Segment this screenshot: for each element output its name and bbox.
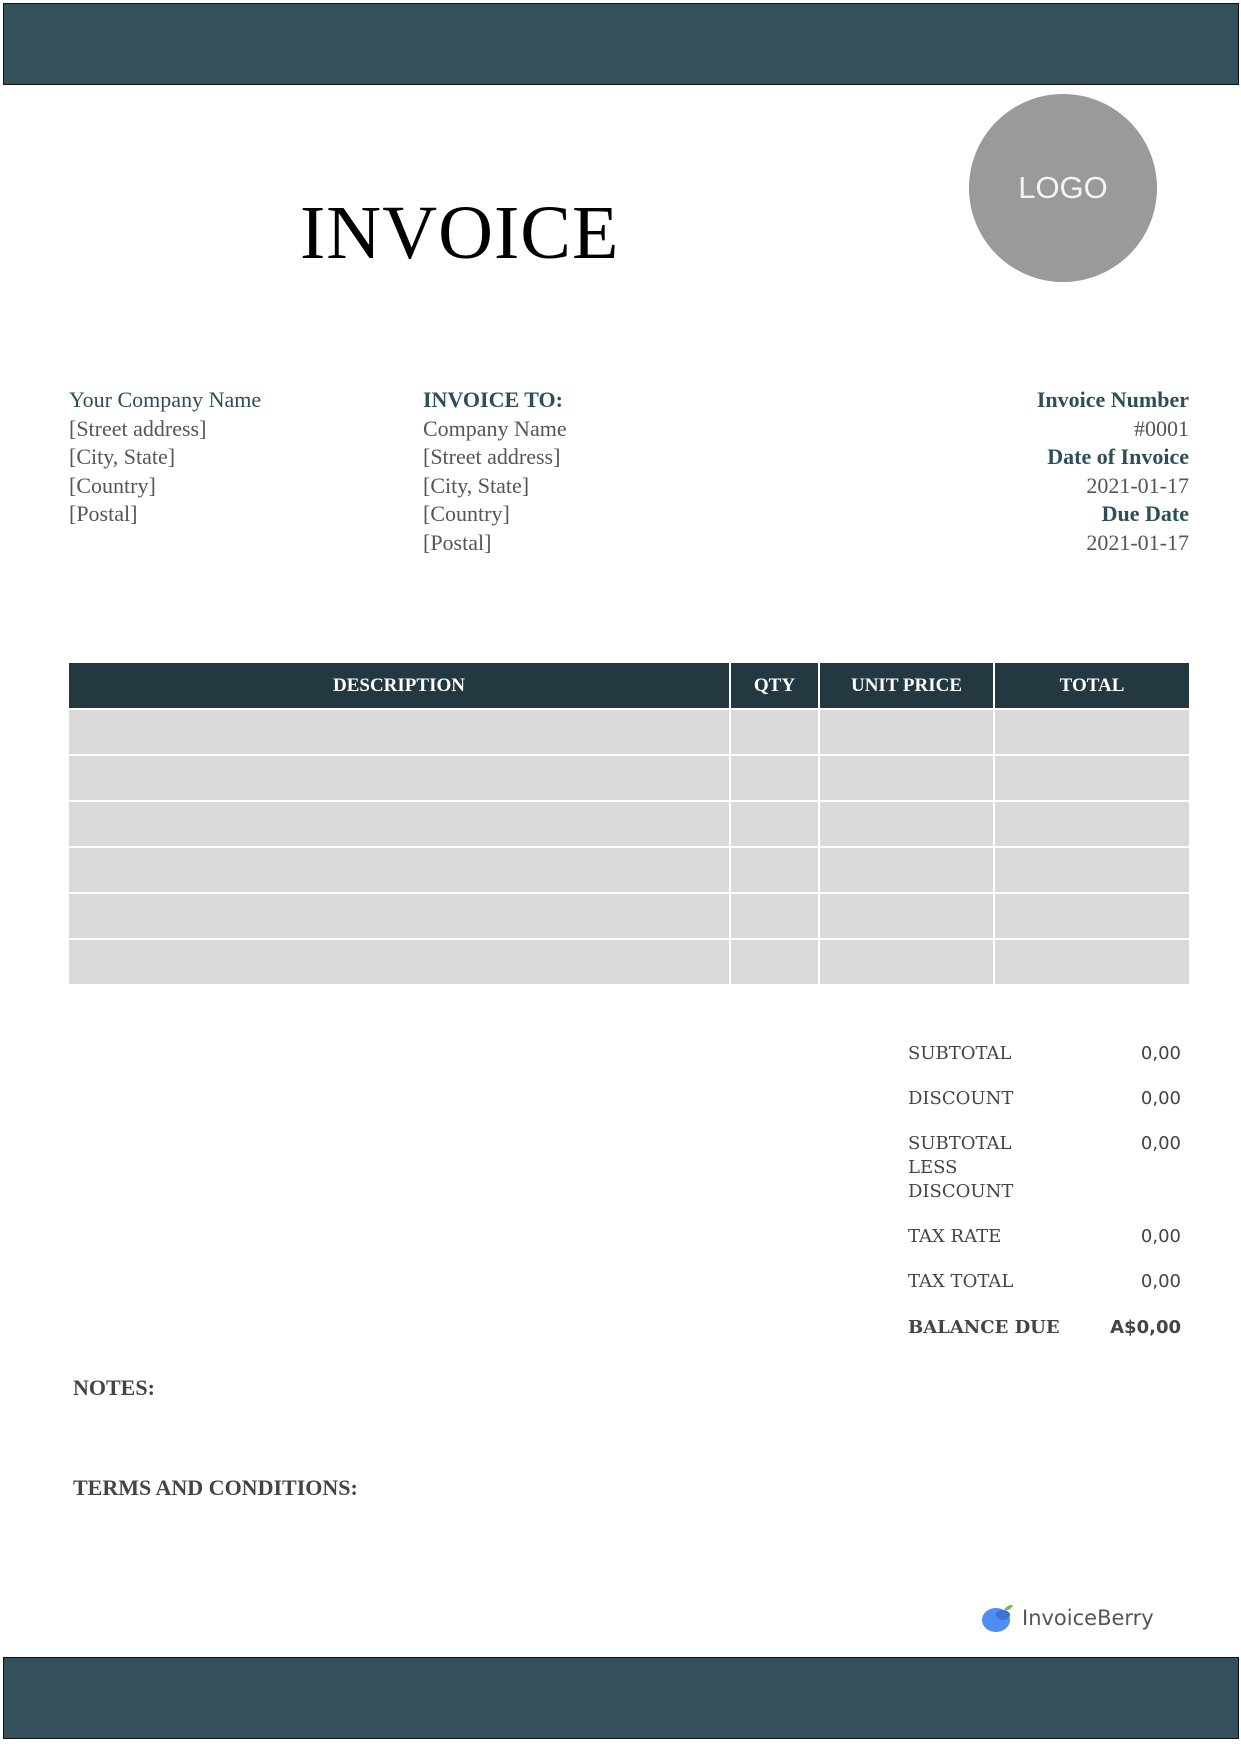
- brand-footer: InvoiceBerry: [982, 1603, 1154, 1633]
- cell-unit-price[interactable]: [819, 800, 995, 848]
- cell-total[interactable]: [994, 892, 1189, 940]
- invoice-date: 2021-01-17: [1086, 472, 1189, 498]
- recipient-line: Company Name: [423, 415, 567, 441]
- recipient-block: INVOICE TO: Company Name [Street address…: [423, 386, 567, 558]
- recipient-line: [Street address]: [423, 444, 561, 470]
- summary-label: SUBTOTAL LESS DISCOUNT: [908, 1133, 1014, 1202]
- invoice-number-label: Invoice Number: [1036, 387, 1189, 412]
- berry-icon: [982, 1604, 1013, 1632]
- column-header-total: TOTAL: [994, 663, 1189, 709]
- summary-value: 0,00: [1140, 1043, 1181, 1064]
- invoice-number: #0001: [1134, 415, 1189, 441]
- summary-label: DISCOUNT: [908, 1088, 1014, 1109]
- summary-value: 0,00: [1140, 1133, 1181, 1154]
- cell-description[interactable]: [69, 892, 731, 940]
- cell-description[interactable]: [69, 938, 731, 986]
- column-header-qty: QTY: [730, 663, 820, 709]
- cell-total[interactable]: [994, 846, 1189, 894]
- cell-description[interactable]: [69, 708, 731, 756]
- cell-total[interactable]: [994, 708, 1189, 756]
- recipient-heading: INVOICE TO:: [423, 387, 563, 412]
- due-date: 2021-01-17: [1086, 529, 1189, 555]
- cell-description[interactable]: [69, 800, 731, 848]
- line-items-table: DESCRIPTION QTY UNIT PRICE TOTAL: [69, 663, 1189, 986]
- table-row: [69, 708, 1189, 756]
- cell-total[interactable]: [994, 800, 1189, 848]
- cell-qty[interactable]: [730, 754, 820, 802]
- top-banner: [3, 3, 1239, 85]
- logo-placeholder: LOGO: [969, 94, 1157, 282]
- logo-text: LOGO: [1018, 170, 1108, 205]
- recipient-line: [Postal]: [423, 529, 492, 555]
- table-row: [69, 938, 1189, 986]
- cell-qty[interactable]: [730, 846, 820, 894]
- table-row: [69, 800, 1189, 848]
- cell-unit-price[interactable]: [819, 892, 995, 940]
- table-row: [69, 892, 1189, 940]
- sender-line: [Street address]: [69, 415, 207, 441]
- summary-value: 0,00: [1140, 1226, 1181, 1247]
- column-header-description: DESCRIPTION: [69, 663, 731, 709]
- invoice-date-label: Date of Invoice: [1047, 444, 1189, 470]
- cell-total[interactable]: [994, 938, 1189, 986]
- table-row: [69, 754, 1189, 802]
- cell-unit-price[interactable]: [819, 708, 995, 756]
- cell-qty[interactable]: [730, 892, 820, 940]
- terms-label: TERMS AND CONDITIONS:: [73, 1475, 358, 1500]
- cell-description[interactable]: [69, 846, 731, 894]
- invoice-title: INVOICE: [300, 191, 620, 275]
- brand-name: InvoiceBerry: [1022, 1606, 1154, 1630]
- cell-unit-price[interactable]: [819, 938, 995, 986]
- sender-block: Your Company Name [Street address] [City…: [69, 386, 261, 529]
- summary-value: A$0,00: [1110, 1317, 1181, 1338]
- table-row: [69, 846, 1189, 894]
- recipient-line: [City, State]: [423, 472, 530, 498]
- sender-line: [Country]: [69, 472, 156, 498]
- cell-qty[interactable]: [730, 938, 820, 986]
- summary-value: 0,00: [1140, 1271, 1181, 1292]
- due-date-label: Due Date: [1101, 501, 1189, 527]
- cell-total[interactable]: [994, 754, 1189, 802]
- summary-label: TAX RATE: [908, 1226, 1002, 1247]
- cell-unit-price[interactable]: [819, 846, 995, 894]
- summary-value: 0,00: [1140, 1088, 1181, 1109]
- cell-unit-price[interactable]: [819, 754, 995, 802]
- summary-label: SUBTOTAL: [908, 1043, 1012, 1064]
- sender-line: [City, State]: [69, 444, 176, 470]
- cell-description[interactable]: [69, 754, 731, 802]
- cell-qty[interactable]: [730, 708, 820, 756]
- invoice-meta: Invoice Number #0001 Date of Invoice 202…: [1037, 386, 1189, 558]
- recipient-line: [Country]: [423, 501, 510, 527]
- sender-line: [Postal]: [69, 501, 138, 527]
- summary-label: TAX TOTAL: [908, 1271, 1014, 1292]
- cell-qty[interactable]: [730, 800, 820, 848]
- notes-label: NOTES:: [73, 1375, 155, 1400]
- column-header-unit-price: UNIT PRICE: [819, 663, 995, 709]
- sender-name: Your Company Name: [69, 387, 262, 412]
- bottom-banner: [3, 1657, 1239, 1739]
- summary-label: BALANCE DUE: [908, 1317, 1060, 1338]
